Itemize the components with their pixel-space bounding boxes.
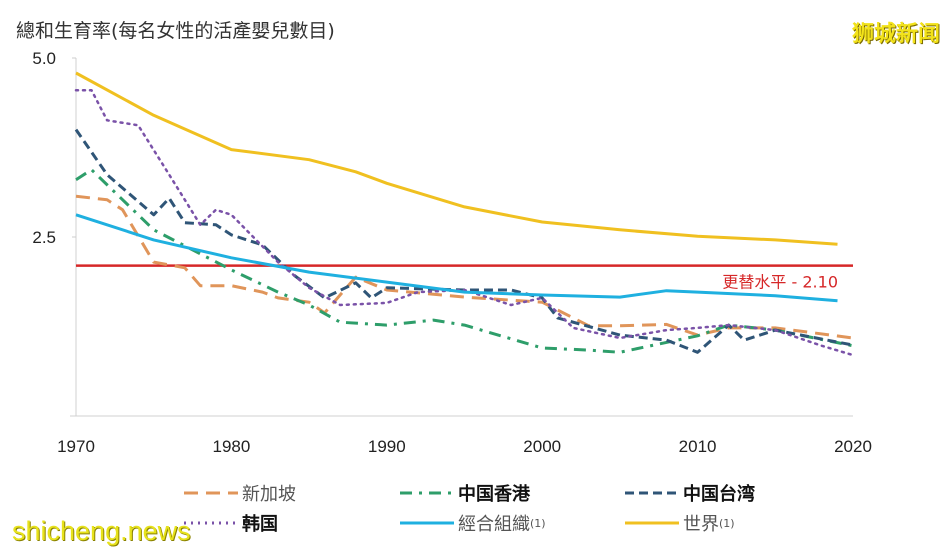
legend-item: 中国香港 xyxy=(400,480,530,506)
x-tick-label: 1970 xyxy=(57,437,95,456)
x-tick-label: 1990 xyxy=(368,437,406,456)
legend-item: 中国台湾 xyxy=(625,480,755,506)
watermark-top: 狮城新闻 xyxy=(851,22,940,47)
y-tick-label: 2.5 xyxy=(32,228,56,247)
series-line-世界 xyxy=(75,71,838,246)
legend-footnote: (1) xyxy=(719,516,735,530)
replacement-level-label: 更替水平 - 2.10 xyxy=(722,273,838,292)
chart-title: 總和生育率(每名女性的活產嬰兒數目) xyxy=(16,20,335,42)
legend-swatch xyxy=(625,521,679,525)
legend-label: 韩国 xyxy=(242,514,278,535)
legend-item: 世界 (1) xyxy=(625,510,735,536)
legend-item: 經合組織 (1) xyxy=(400,510,546,536)
watermark-bottom: shicheng.news xyxy=(12,516,191,546)
legend-label: 中国香港 xyxy=(458,484,530,505)
series-line-韩国 xyxy=(74,88,855,357)
legend-item: 韩国 xyxy=(184,510,278,536)
legend-swatch xyxy=(184,491,238,495)
legend-label: 經合組織 xyxy=(458,514,530,535)
legend-swatch xyxy=(184,521,238,525)
x-tick-label: 1980 xyxy=(212,437,250,456)
series-line-中国台湾 xyxy=(74,128,854,354)
legend-item: 新加坡 xyxy=(184,480,296,506)
legend-label: 中国台湾 xyxy=(683,484,755,505)
legend-swatch xyxy=(400,491,454,495)
series-line-經合組織 xyxy=(75,213,838,303)
series-line-新加坡 xyxy=(75,194,854,340)
legend-footnote: (1) xyxy=(530,516,546,530)
y-tick-label: 5.0 xyxy=(32,49,56,68)
x-tick-label: 2000 xyxy=(523,437,561,456)
series-line-中国香港 xyxy=(75,168,854,354)
x-tick-label: 2020 xyxy=(834,437,872,456)
legend-swatch xyxy=(400,521,454,525)
legend-label: 世界 xyxy=(683,514,719,535)
x-tick-label: 2010 xyxy=(679,437,717,456)
legend-label: 新加坡 xyxy=(242,484,296,505)
legend-swatch xyxy=(625,491,679,495)
